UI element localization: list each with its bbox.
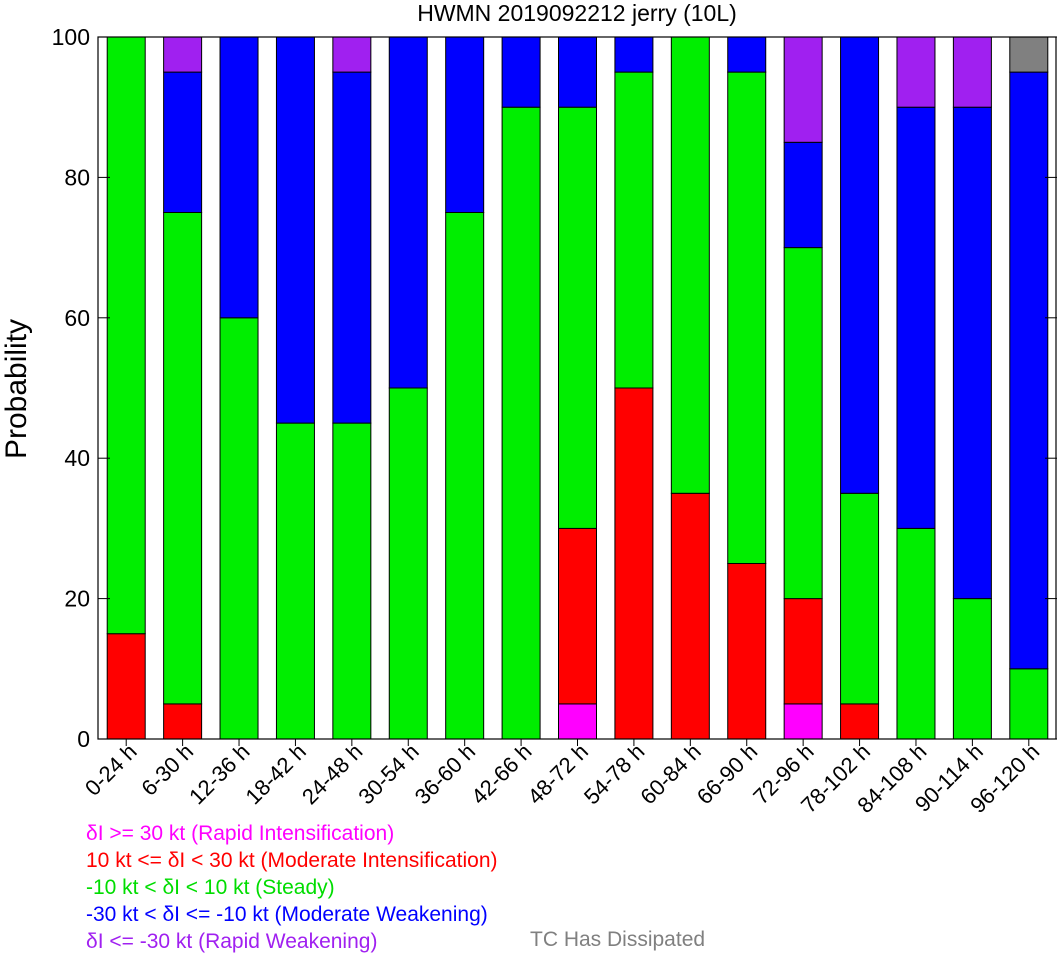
bar-mw-9 — [614, 36, 654, 73]
bar-mi-10 — [670, 492, 710, 740]
y-tick-label: 60 — [64, 305, 90, 331]
bar-ri-12 — [783, 703, 823, 740]
bar-mw-11 — [727, 36, 767, 73]
bar-mw-12 — [783, 141, 823, 249]
x-tick-label: 66-90 h — [692, 739, 762, 809]
bar-st-7 — [501, 106, 541, 740]
x-tick-label: 30-54 h — [353, 739, 423, 809]
bar-rw-1 — [163, 36, 203, 73]
bar-mw-6 — [445, 36, 485, 213]
bar-mi-11 — [727, 563, 767, 740]
bar-rw-14 — [896, 36, 936, 108]
bar-st-5 — [388, 387, 428, 740]
y-tick-label: 100 — [52, 24, 90, 50]
plot-frame — [97, 36, 1057, 740]
bar-st-12 — [783, 247, 823, 600]
y-tick-label: 0 — [77, 726, 90, 752]
bar-mw-2 — [219, 36, 259, 319]
bar-mi-13 — [840, 703, 880, 740]
x-tick-label: 12-36 h — [184, 739, 254, 809]
bar-group — [106, 36, 1049, 740]
x-tick-label: 48-72 h — [523, 739, 593, 809]
bar-mw-13 — [840, 36, 880, 494]
bar-st-8 — [558, 106, 597, 529]
bar-st-13 — [840, 492, 880, 705]
bar-st-10 — [670, 36, 710, 494]
legend-steady: -10 kt < δI < 10 kt (Steady) — [86, 876, 335, 899]
x-tick-label: 24-48 h — [297, 739, 367, 809]
y-tick-label: 40 — [64, 445, 90, 471]
bar-rw-12 — [783, 36, 823, 143]
bar-mw-1 — [163, 71, 203, 213]
bar-mw-7 — [501, 36, 541, 108]
bar-mw-15 — [952, 106, 992, 600]
stacked-bar-chart: HWMN 2019092212 jerry (10L) Probability … — [0, 0, 1057, 818]
y-tick-label: 20 — [64, 586, 90, 612]
legend-moderate-intensification: 10 kt <= δI < 30 kt (Moderate Intensific… — [86, 849, 498, 872]
legend: δI >= 30 kt (Rapid Intensification) 10 k… — [86, 820, 498, 955]
bar-mw-4 — [332, 71, 372, 424]
chart-title: HWMN 2019092212 jerry (10L) — [417, 0, 737, 26]
bar-st-3 — [275, 422, 315, 740]
bar-mi-1 — [163, 703, 203, 740]
bar-st-14 — [896, 527, 936, 740]
bar-mw-5 — [388, 36, 428, 389]
bar-mi-8 — [558, 527, 597, 705]
legend-rapid-weakening: δI <= -30 kt (Rapid Weakening) — [86, 930, 378, 953]
x-tick-label: 54-78 h — [579, 739, 649, 809]
bar-st-16 — [1009, 668, 1049, 740]
bar-mi-0 — [106, 633, 146, 740]
bar-st-0 — [106, 36, 146, 635]
bar-mi-9 — [614, 387, 654, 740]
x-tick-label: 18-42 h — [241, 739, 311, 809]
legend-tc-dissipated: TC Has Dissipated — [530, 928, 706, 951]
bar-mw-14 — [896, 106, 936, 529]
bar-rw-4 — [332, 36, 372, 73]
bar-st-15 — [952, 598, 992, 740]
legend-rapid-intensification: δI >= 30 kt (Rapid Intensification) — [86, 822, 395, 845]
bar-mw-16 — [1009, 71, 1049, 670]
bar-st-6 — [445, 212, 485, 740]
x-tick-label: 42-66 h — [466, 739, 536, 809]
legend-moderate-weakening: -30 kt < δI <= -10 kt (Moderate Weakenin… — [86, 903, 488, 926]
y-axis-label: Probability — [0, 319, 33, 459]
bar-mi-12 — [783, 598, 823, 705]
bar-rw-15 — [952, 36, 992, 108]
x-tick-label: 60-84 h — [635, 739, 705, 809]
bar-ri-8 — [558, 703, 597, 740]
bar-st-4 — [332, 422, 372, 740]
x-tick-label: 36-60 h — [410, 739, 480, 809]
bar-st-1 — [163, 212, 203, 705]
bar-st-9 — [614, 71, 654, 389]
bar-mw-8 — [558, 36, 597, 108]
bar-st-2 — [219, 317, 259, 740]
y-tick-label: 80 — [64, 164, 90, 190]
bar-st-11 — [727, 71, 767, 564]
bar-td-16 — [1009, 36, 1049, 73]
bar-mw-3 — [275, 36, 315, 424]
